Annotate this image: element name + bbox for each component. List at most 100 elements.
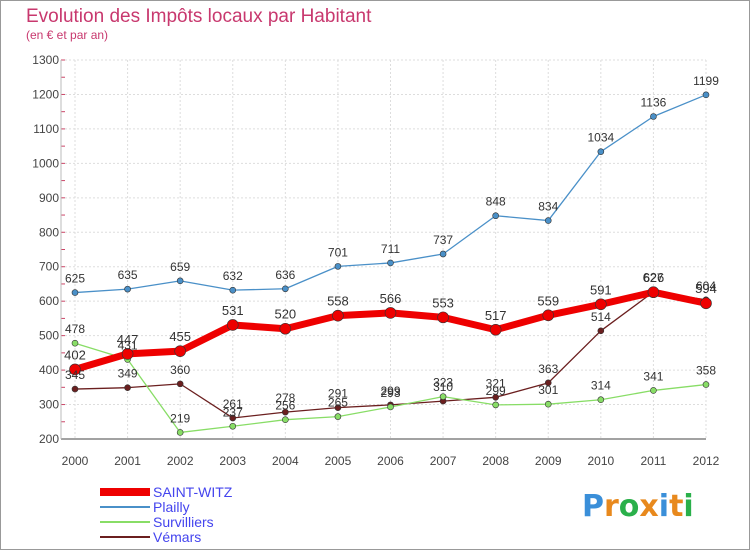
axes: 200 300 400 500 600 700 800 900 1000 1100 1200 1300…	[32, 53, 719, 468]
data-label-plailly: 737	[433, 233, 453, 247]
data-label-vemars: 299	[380, 384, 400, 398]
x-tick-label: 2000	[62, 454, 89, 468]
data-point-saint-witz	[489, 323, 502, 336]
data-point-survilliers	[334, 413, 342, 420]
data-point-survilliers	[702, 381, 710, 388]
data-label-vemars: 345	[65, 368, 85, 382]
data-label-vemars: 627	[643, 271, 663, 285]
data-point-saint-witz	[279, 322, 292, 335]
data-label-plailly: 1199	[693, 74, 719, 88]
data-point-survilliers	[492, 401, 499, 409]
chart-subtitle: (en € et par an)	[26, 28, 108, 42]
legend-label-saint-witz: SAINT-WITZ	[153, 484, 233, 500]
y-tick-label: 400	[39, 363, 59, 377]
data-label-plailly: 834	[538, 200, 558, 214]
data-label-saint-witz: 517	[485, 308, 507, 323]
data-label-survilliers: 323	[433, 376, 453, 390]
data-point-survilliers	[229, 422, 237, 430]
data-label-vemars: 604	[696, 279, 716, 293]
data-label-plailly: 1136	[641, 96, 667, 110]
data-point-saint-witz	[384, 307, 397, 319]
y-tick-label: 800	[39, 225, 59, 239]
data-point-plailly	[282, 285, 289, 293]
data-label-survilliers: 478	[65, 322, 85, 336]
data-label-plailly: 632	[223, 269, 243, 283]
y-tick-label: 600	[39, 294, 59, 308]
y-tick-label: 1100	[33, 122, 59, 136]
data-label-vemars: 321	[486, 376, 506, 390]
data-label-plailly: 635	[118, 268, 138, 282]
data-label-survilliers: 265	[328, 396, 348, 410]
data-point-plailly	[544, 217, 552, 224]
data-point-saint-witz	[700, 297, 712, 310]
data-point-vemars	[544, 379, 552, 387]
data-labels: 345 349 360 261 278 291 299 310 321 363 514 627 604 4…	[64, 74, 719, 426]
data-point-survilliers	[71, 339, 79, 347]
data-point-survilliers	[544, 400, 552, 408]
data-point-plailly	[702, 91, 710, 99]
data-point-vemars	[597, 327, 605, 335]
data-point-survilliers	[439, 393, 447, 400]
data-label-survilliers: 299	[486, 384, 506, 398]
x-tick-label: 2004	[272, 454, 299, 468]
data-point-survilliers	[387, 403, 394, 411]
data-label-saint-witz: 566	[380, 291, 402, 306]
data-label-survilliers: 431	[118, 338, 138, 352]
data-point-saint-witz	[174, 345, 186, 357]
data-point-plailly	[650, 113, 657, 120]
data-point-survilliers	[282, 416, 289, 424]
x-tick-label: 2011	[641, 454, 667, 468]
data-label-survilliers: 293	[380, 386, 400, 400]
data-point-vemars	[124, 384, 131, 391]
data-point-vemars	[229, 414, 237, 422]
y-tick-label: 1000	[32, 156, 59, 170]
x-tick-label: 2005	[325, 454, 352, 468]
logo-letter: r	[604, 489, 619, 524]
data-label-plailly: 711	[381, 242, 400, 256]
data-label-saint-witz: 558	[327, 294, 349, 309]
series-group	[69, 91, 712, 436]
data-label-saint-witz: 402	[64, 347, 86, 362]
data-point-plailly	[334, 263, 342, 270]
data-point-saint-witz	[332, 309, 344, 322]
data-label-saint-witz: 626	[643, 270, 665, 285]
x-tick-label: 2010	[587, 454, 614, 468]
data-label-vemars: 291	[328, 387, 348, 401]
data-label-plailly: 848	[486, 195, 506, 209]
legend-label-survilliers: Survilliers	[153, 514, 214, 530]
data-point-saint-witz	[542, 309, 555, 322]
data-label-plailly: 636	[275, 268, 295, 282]
legend-label-plailly: Plailly	[153, 499, 190, 515]
data-label-saint-witz: 520	[274, 307, 296, 322]
data-label-vemars: 360	[170, 363, 190, 377]
data-label-survilliers: 256	[275, 399, 295, 413]
data-label-vemars: 363	[538, 362, 558, 376]
chart-title: Evolution des Impôts locaux par Habitant	[26, 6, 372, 27]
x-tick-label: 2002	[167, 454, 194, 468]
data-label-survilliers: 314	[591, 379, 611, 393]
data-label-plailly: 659	[170, 260, 190, 274]
data-point-saint-witz	[647, 286, 660, 299]
data-label-saint-witz: 591	[590, 282, 612, 297]
data-label-saint-witz: 553	[432, 295, 454, 310]
logo-letter: i	[683, 489, 693, 524]
data-label-vemars: 514	[591, 310, 611, 324]
x-tick-label: 2003	[219, 454, 246, 468]
data-label-saint-witz: 559	[537, 293, 559, 308]
data-point-plailly	[124, 285, 131, 293]
data-label-saint-witz: 455	[169, 329, 191, 344]
data-point-plailly	[597, 148, 605, 155]
data-label-saint-witz: 447	[117, 332, 139, 347]
y-tick-label: 1300	[32, 53, 59, 67]
data-point-vemars	[176, 380, 184, 388]
y-tick-label: 700	[39, 260, 59, 274]
x-tick-label: 2001	[114, 454, 141, 468]
data-point-plailly	[71, 289, 79, 296]
data-label-saint-witz: 594	[695, 281, 717, 296]
data-label-vemars: 278	[275, 391, 295, 405]
data-label-survilliers: 358	[696, 364, 716, 378]
data-point-plailly	[387, 259, 394, 267]
logo-letter: P	[582, 489, 604, 524]
data-label-plailly: 701	[328, 245, 348, 259]
